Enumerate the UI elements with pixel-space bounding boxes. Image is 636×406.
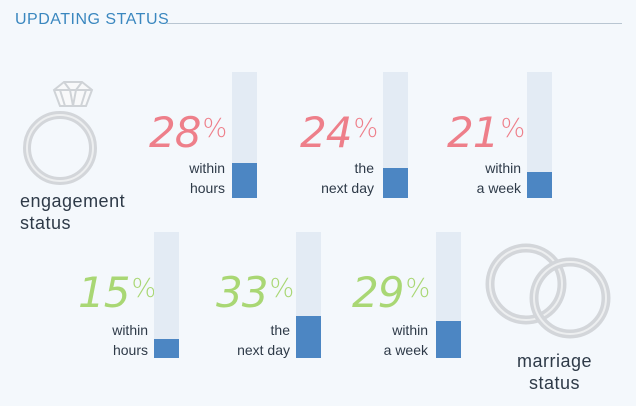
bar-fill bbox=[527, 171, 552, 198]
wedding-rings-icon bbox=[485, 243, 611, 339]
engagement-pct-week: 21% bbox=[447, 112, 525, 154]
marriage-bar-week bbox=[436, 232, 461, 358]
marriage-bar-next-day bbox=[296, 232, 321, 358]
caption-line: hours bbox=[112, 342, 148, 358]
engagement-bar-next-day bbox=[383, 72, 408, 198]
caption-line: a week bbox=[383, 342, 428, 358]
marriage-label: marriage status bbox=[517, 350, 592, 394]
percent-sign: % bbox=[269, 274, 294, 304]
caption-line: hours bbox=[189, 180, 225, 196]
marriage-pct-next-day: 33% bbox=[216, 272, 294, 314]
caption-line: next day bbox=[237, 342, 290, 358]
caption-line: the bbox=[354, 160, 374, 176]
header-divider bbox=[167, 23, 622, 24]
bar-fill bbox=[296, 316, 321, 358]
bar-fill bbox=[436, 321, 461, 358]
engagement-pct-next-day: 24% bbox=[300, 112, 378, 154]
pct-value: 33 bbox=[216, 268, 268, 317]
engagement-pct-hours: 28% bbox=[149, 112, 227, 154]
caption-line: next day bbox=[321, 180, 374, 196]
pct-value: 24 bbox=[300, 108, 352, 157]
caption-line: within bbox=[485, 160, 521, 176]
caption-line: within bbox=[112, 322, 148, 338]
engagement-label-line2: status bbox=[20, 213, 72, 233]
pct-value: 21 bbox=[447, 108, 499, 157]
marriage-pct-week: 29% bbox=[352, 272, 430, 314]
engagement-bar-hours bbox=[232, 72, 257, 198]
engagement-caption-week: within a week bbox=[401, 158, 521, 198]
marriage-label-line2: status bbox=[529, 373, 581, 393]
caption-line: a week bbox=[476, 180, 521, 196]
engagement-ring-icon bbox=[23, 81, 97, 185]
marriage-caption-week: within a week bbox=[308, 320, 428, 360]
caption-line: within bbox=[189, 160, 225, 176]
engagement-label-line1: engagement bbox=[20, 191, 126, 211]
section-title: UPDATING STATUS bbox=[15, 11, 170, 28]
section-header: UPDATING STATUS bbox=[0, 0, 636, 44]
caption-line: within bbox=[392, 322, 428, 338]
marriage-caption-hours: within hours bbox=[28, 320, 148, 360]
marriage-pct-hours: 15% bbox=[78, 272, 156, 314]
engagement-label: engagement status bbox=[20, 190, 125, 234]
marriage-caption-next-day: the next day bbox=[170, 320, 290, 360]
bar-fill bbox=[154, 339, 179, 358]
percent-sign: % bbox=[500, 114, 525, 144]
pct-value: 15 bbox=[78, 268, 130, 317]
engagement-caption-hours: within hours bbox=[105, 158, 225, 198]
percent-sign: % bbox=[405, 274, 430, 304]
engagement-caption-next-day: the next day bbox=[254, 158, 374, 198]
percent-sign: % bbox=[353, 114, 378, 144]
pct-value: 29 bbox=[352, 268, 404, 317]
percent-sign: % bbox=[202, 114, 227, 144]
percent-sign: % bbox=[131, 274, 156, 304]
caption-line: the bbox=[270, 322, 290, 338]
pct-value: 28 bbox=[149, 108, 201, 157]
marriage-bar-hours bbox=[154, 232, 179, 358]
engagement-bar-week bbox=[527, 72, 552, 198]
bar-fill bbox=[383, 167, 408, 198]
bar-fill bbox=[232, 162, 257, 198]
marriage-label-line1: marriage bbox=[517, 351, 593, 371]
